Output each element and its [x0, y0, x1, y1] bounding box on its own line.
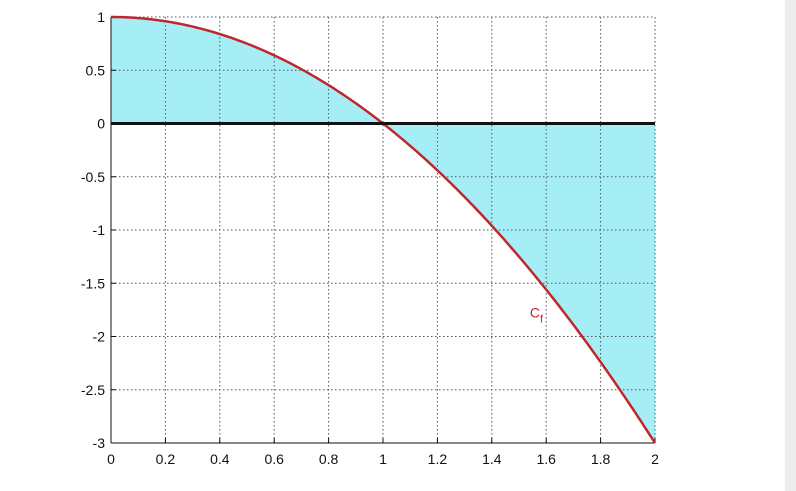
curve-label-subscript: f: [540, 313, 544, 325]
x-tick-label: 0: [107, 451, 115, 467]
x-tick-label: 0.8: [319, 451, 339, 467]
y-tick-label: -1.5: [81, 275, 105, 291]
scrollbar-strip: [785, 0, 796, 491]
x-tick-label: 1.4: [482, 451, 502, 467]
x-tick-label: 1: [379, 451, 387, 467]
y-tick-label: -0.5: [81, 169, 105, 185]
x-tick-label: 0.4: [210, 451, 230, 467]
y-tick-label: 0: [97, 116, 105, 132]
y-tick-label: -3: [93, 435, 106, 451]
x-tick-label: 0.2: [156, 451, 176, 467]
y-tick-label: 0.5: [86, 62, 106, 78]
y-tick-label: -2.5: [81, 382, 105, 398]
curve-label: Cf: [530, 304, 544, 325]
x-tick-label: 1.8: [591, 451, 611, 467]
curve-label-main: C: [530, 304, 540, 320]
x-tick-label: 0.6: [264, 451, 284, 467]
y-tick-label: -2: [93, 329, 106, 345]
y-tick-label: -1: [93, 222, 106, 238]
tick-labels: 0 0.2 0.4 0.6 0.8 1 1.2 1.4 1.6 1.8 2 1 0.5 0 -0.5 -1 -1…: [81, 9, 659, 467]
x-tick-label: 1.6: [536, 451, 556, 467]
y-tick-label: 1: [97, 9, 105, 25]
x-tick-label: 1.2: [428, 451, 448, 467]
x-tick-label: 2: [651, 451, 659, 467]
